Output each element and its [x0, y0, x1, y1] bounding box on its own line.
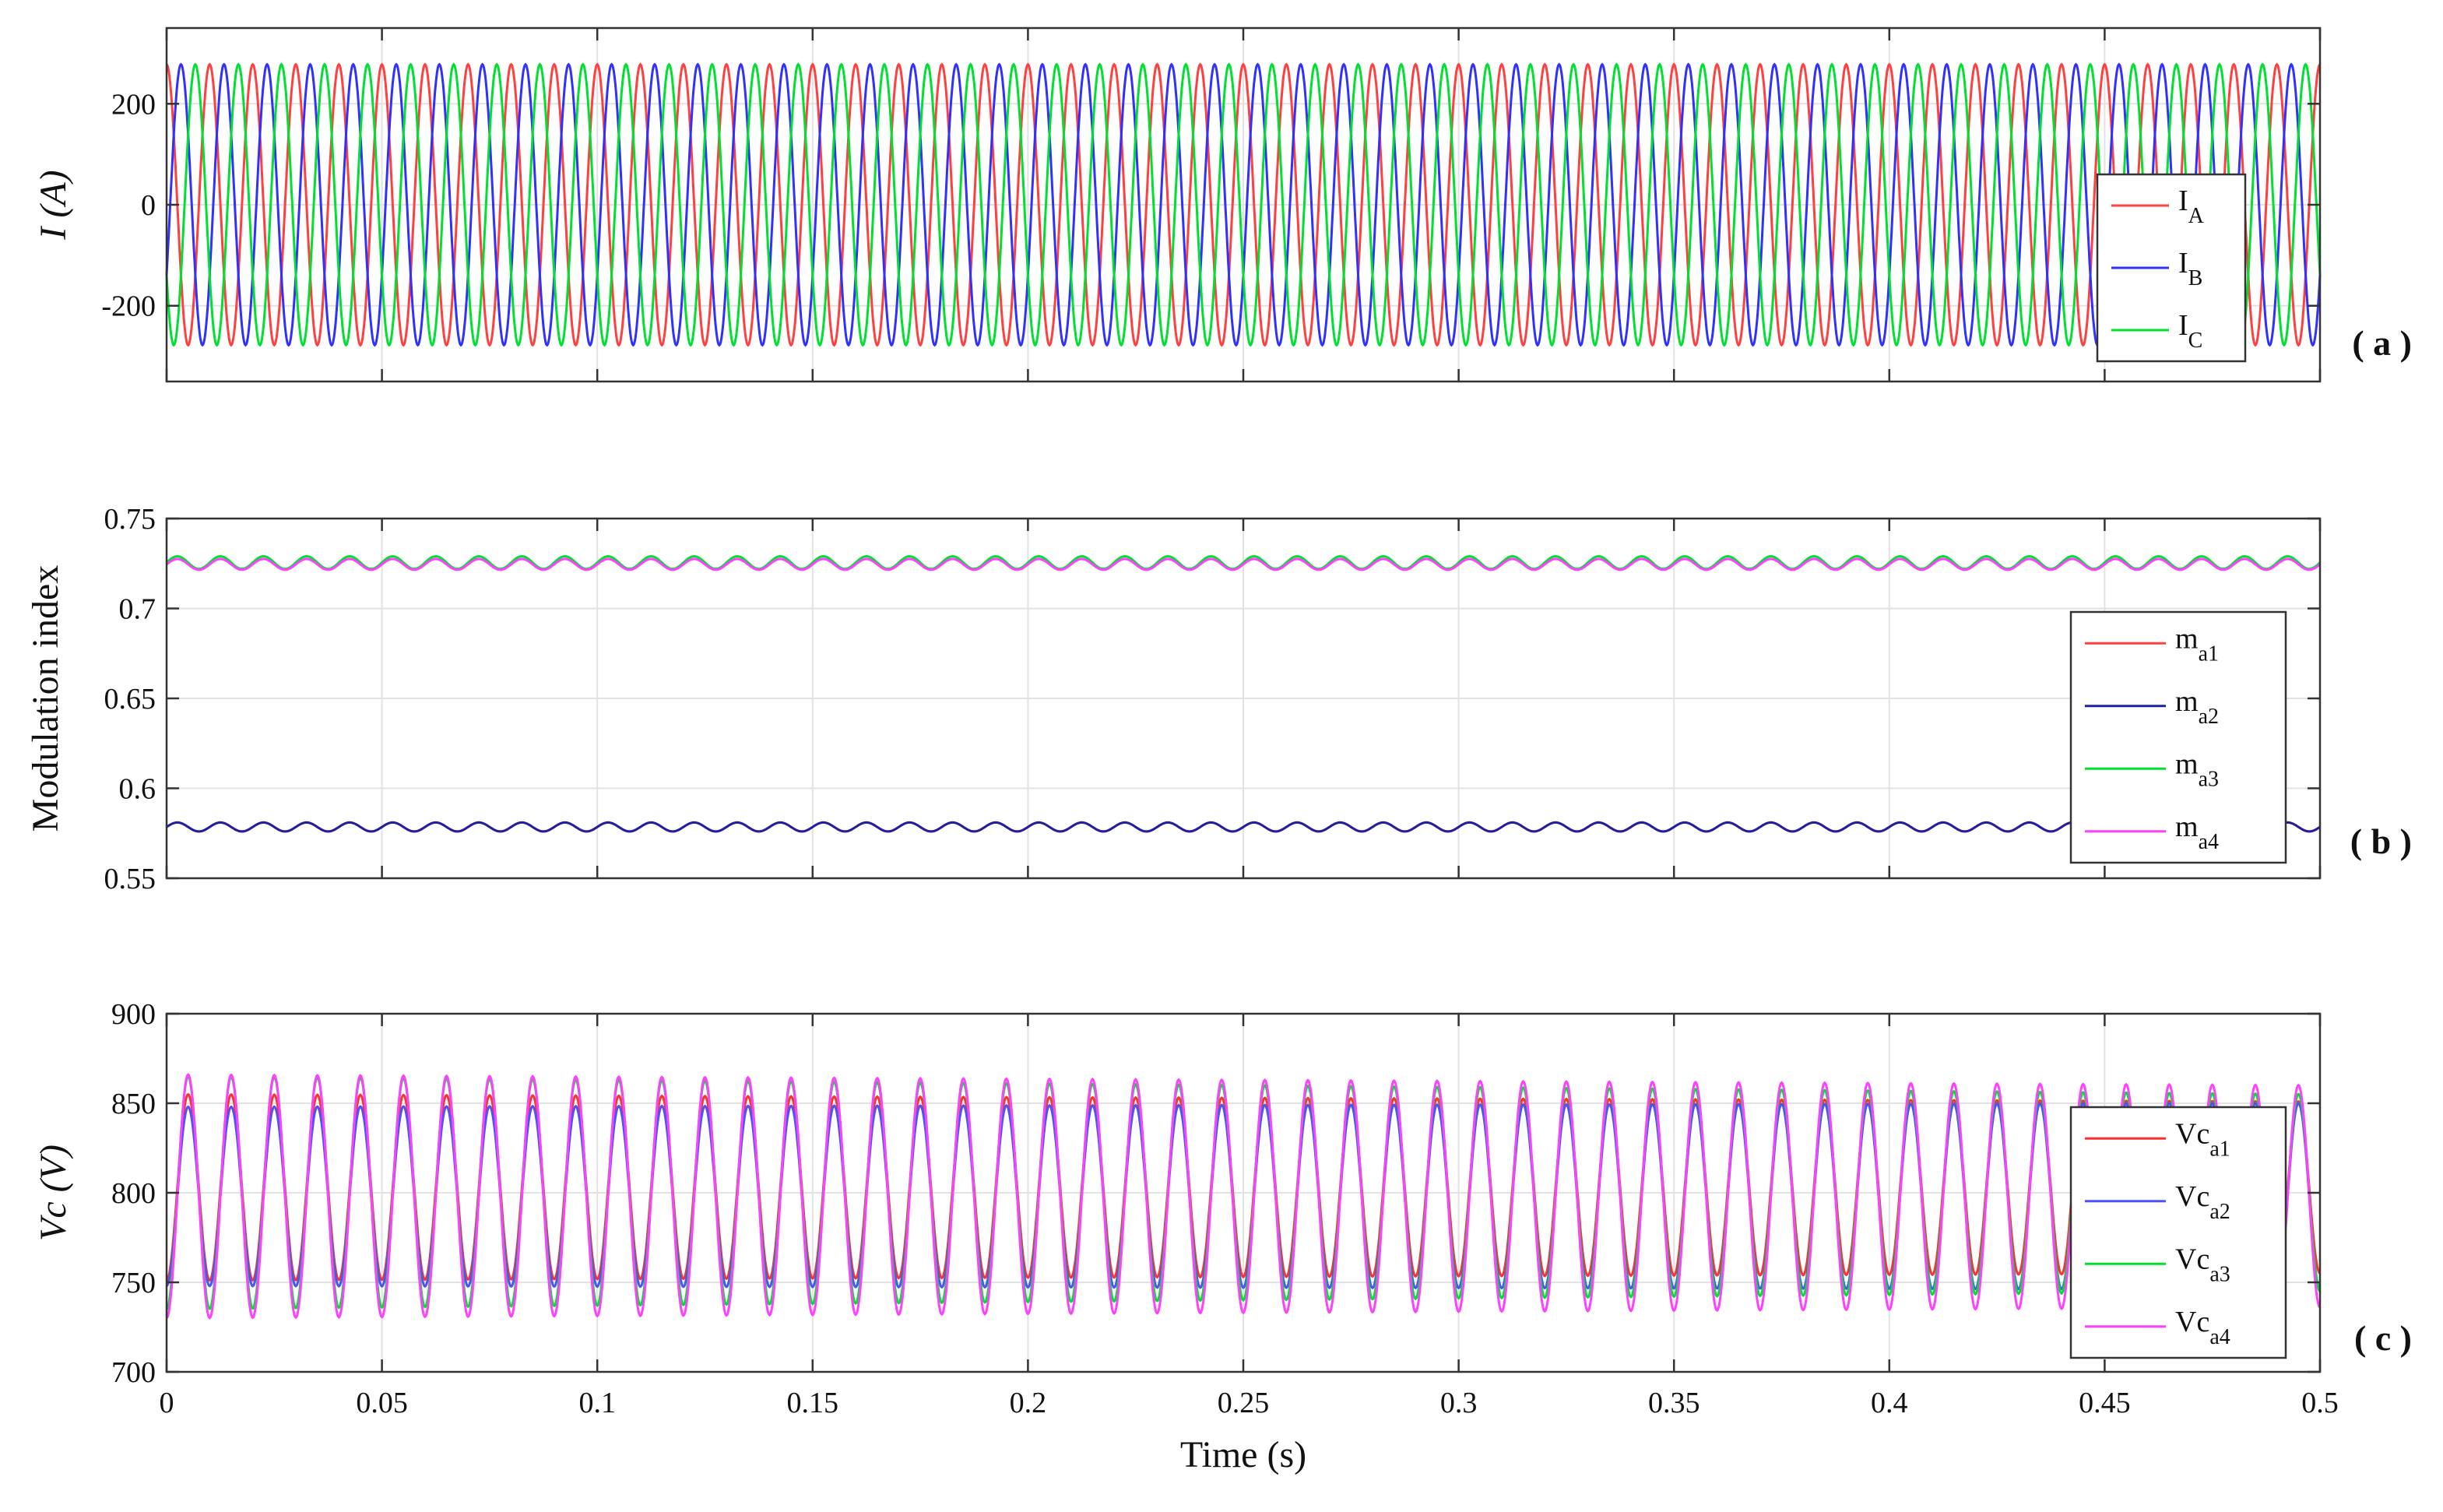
y-tick-label: 0: [141, 189, 156, 222]
series-line-m-a2: [166, 821, 2321, 833]
y-tick-label: 0.6: [119, 773, 156, 806]
y-axis-label: Vc (V): [33, 1145, 74, 1241]
series-line-vc-a4: [165, 1073, 2321, 1320]
legend-entry: ma2: [2175, 685, 2219, 729]
legend-entry: IB: [2178, 247, 2202, 290]
y-tick-label: 700: [111, 1356, 156, 1389]
legend-entry: ma4: [2175, 811, 2219, 854]
y-tick-label: 900: [111, 998, 156, 1031]
panel-a: 200 0 -200 I (A) IA IB IC ( a ): [33, 26, 2412, 383]
x-tick-label: 0.1: [578, 1387, 616, 1419]
legend-entry: Vca4: [2175, 1306, 2230, 1349]
x-tick-label: 0.05: [356, 1387, 408, 1419]
panel-label: ( a ): [2352, 323, 2412, 363]
legend-entry: Vca2: [2175, 1180, 2230, 1224]
legend-a: IA IB IC: [2096, 173, 2247, 363]
y-tick-label: 0.7: [119, 593, 156, 626]
legend-box: [2069, 1106, 2287, 1359]
legend-entry: IC: [2178, 309, 2202, 353]
y-tick-label: 0.65: [104, 683, 156, 716]
y-tick-label: 800: [111, 1177, 156, 1210]
y-axis-label: I (A): [33, 170, 74, 240]
legend-c: Vca1 Vca2 Vca3 Vca4: [2069, 1106, 2287, 1359]
x-axis-label: Time (s): [1180, 1434, 1306, 1475]
y-tick-label: 0.75: [104, 503, 156, 536]
x-tick-label: 0.25: [1218, 1387, 1270, 1419]
y-tick-label: 750: [111, 1267, 156, 1299]
panel-label: ( b ): [2350, 821, 2412, 861]
x-tick-label: 0.15: [787, 1387, 839, 1419]
legend-entry: Vca3: [2175, 1243, 2230, 1286]
x-tick-label: 0.45: [2079, 1387, 2131, 1419]
x-tick-label: 0.2: [1010, 1387, 1047, 1419]
legend-entry: ma1: [2175, 622, 2219, 666]
legend-b: ma1 ma2 ma3 ma4: [2069, 610, 2287, 864]
x-tick-label: 0.3: [1440, 1387, 1478, 1419]
panel-label: ( c ): [2354, 1318, 2412, 1358]
y-tick-label: -200: [101, 290, 156, 323]
x-tick-label: 0.35: [1648, 1387, 1700, 1419]
legend-entry: ma3: [2175, 747, 2219, 791]
x-tick-label: 0.5: [2301, 1387, 2339, 1419]
y-tick-label: 850: [111, 1088, 156, 1120]
legend-entry: Vca1: [2175, 1117, 2230, 1161]
series-line-i-c: [165, 62, 2322, 347]
x-tick-label: 0: [160, 1387, 174, 1419]
y-tick-label: 200: [111, 88, 156, 121]
x-tick-label: 0.4: [1871, 1387, 1908, 1419]
panel-b: 0.75 0.7 0.65 0.6 0.55 Modulation index ma1 ma2…: [25, 503, 2412, 895]
legend-box: [2069, 610, 2287, 864]
y-tick-label: 0.55: [104, 863, 156, 895]
legend-entry: IA: [2178, 185, 2205, 228]
y-axis-label: Modulation index: [25, 565, 66, 832]
series-line-m-a4: [166, 557, 2321, 571]
